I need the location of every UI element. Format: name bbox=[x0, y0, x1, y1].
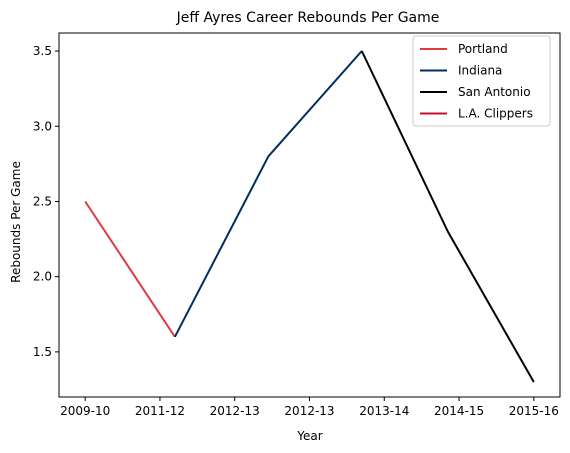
y-tick-label: 3.0 bbox=[33, 119, 52, 133]
series-line-1 bbox=[174, 50, 363, 338]
x-tick-label: 2015-16 bbox=[509, 404, 559, 418]
y-tick-label: 2.0 bbox=[33, 270, 52, 284]
series-line-0 bbox=[84, 200, 176, 338]
legend-label: Portland bbox=[458, 42, 508, 56]
legend-items: Portland Indiana San Antonio L.A. Clippers bbox=[420, 42, 533, 121]
legend-label: San Antonio bbox=[458, 85, 531, 99]
x-tick-label: 2012-13 bbox=[284, 404, 334, 418]
x-tick-label: 2011-12 bbox=[135, 404, 185, 418]
x-tick-label: 2013-14 bbox=[359, 404, 409, 418]
x-axis-label: Year bbox=[296, 429, 322, 443]
legend-frame bbox=[412, 35, 551, 127]
x-tick-label: 2009-10 bbox=[60, 404, 110, 418]
y-axis: 1.5 2.0 2.5 3.0 3.5 bbox=[33, 44, 59, 359]
legend-label: L.A. Clippers bbox=[458, 107, 533, 121]
y-tick-label: 2.5 bbox=[33, 194, 52, 208]
series-line-2 bbox=[360, 50, 535, 383]
x-tick-label: 2014-15 bbox=[434, 404, 484, 418]
legend-label: Indiana bbox=[458, 64, 502, 78]
series-layer bbox=[84, 50, 535, 383]
legend: Portland Indiana San Antonio L.A. Clippers bbox=[412, 35, 551, 127]
y-axis-label: Rebounds Per Game bbox=[9, 161, 23, 283]
y-tick-label: 3.5 bbox=[33, 44, 52, 58]
chart-title: Jeff Ayres Career Rebounds Per Game bbox=[176, 10, 440, 26]
x-tick-label: 2012-13 bbox=[210, 404, 260, 418]
y-tick-label: 1.5 bbox=[33, 345, 52, 359]
x-axis: 2009-10 2011-12 2012-13 2012-13 2013-14 2014-… bbox=[60, 397, 559, 418]
plot-area bbox=[58, 32, 561, 398]
